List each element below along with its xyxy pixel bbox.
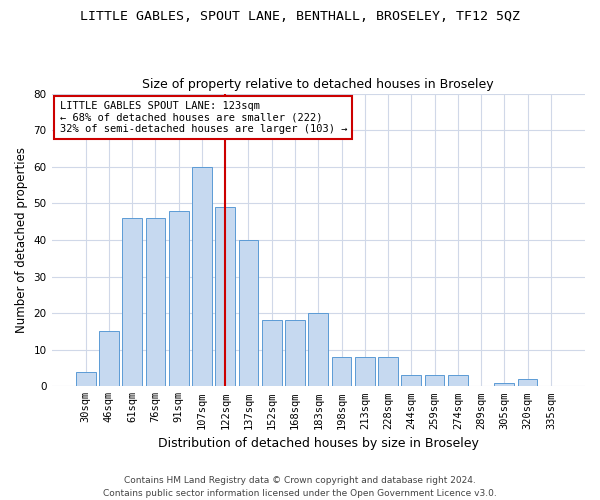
Bar [494,382,514,386]
X-axis label: Distribution of detached houses by size in Broseley: Distribution of detached houses by size … [158,437,479,450]
Bar [169,210,188,386]
Y-axis label: Number of detached properties: Number of detached properties [15,147,28,333]
Bar [215,207,235,386]
Bar [76,372,95,386]
Bar [99,332,119,386]
Bar [192,166,212,386]
Bar [378,357,398,386]
Bar [239,240,259,386]
Bar [122,218,142,386]
Bar [448,376,468,386]
Text: Contains HM Land Registry data © Crown copyright and database right 2024.
Contai: Contains HM Land Registry data © Crown c… [103,476,497,498]
Bar [146,218,166,386]
Text: LITTLE GABLES SPOUT LANE: 123sqm
← 68% of detached houses are smaller (222)
32% : LITTLE GABLES SPOUT LANE: 123sqm ← 68% o… [59,101,347,134]
Title: Size of property relative to detached houses in Broseley: Size of property relative to detached ho… [142,78,494,91]
Bar [401,376,421,386]
Bar [355,357,374,386]
Bar [425,376,445,386]
Bar [332,357,352,386]
Bar [285,320,305,386]
Bar [262,320,281,386]
Bar [518,379,538,386]
Bar [308,313,328,386]
Text: LITTLE GABLES, SPOUT LANE, BENTHALL, BROSELEY, TF12 5QZ: LITTLE GABLES, SPOUT LANE, BENTHALL, BRO… [80,10,520,23]
